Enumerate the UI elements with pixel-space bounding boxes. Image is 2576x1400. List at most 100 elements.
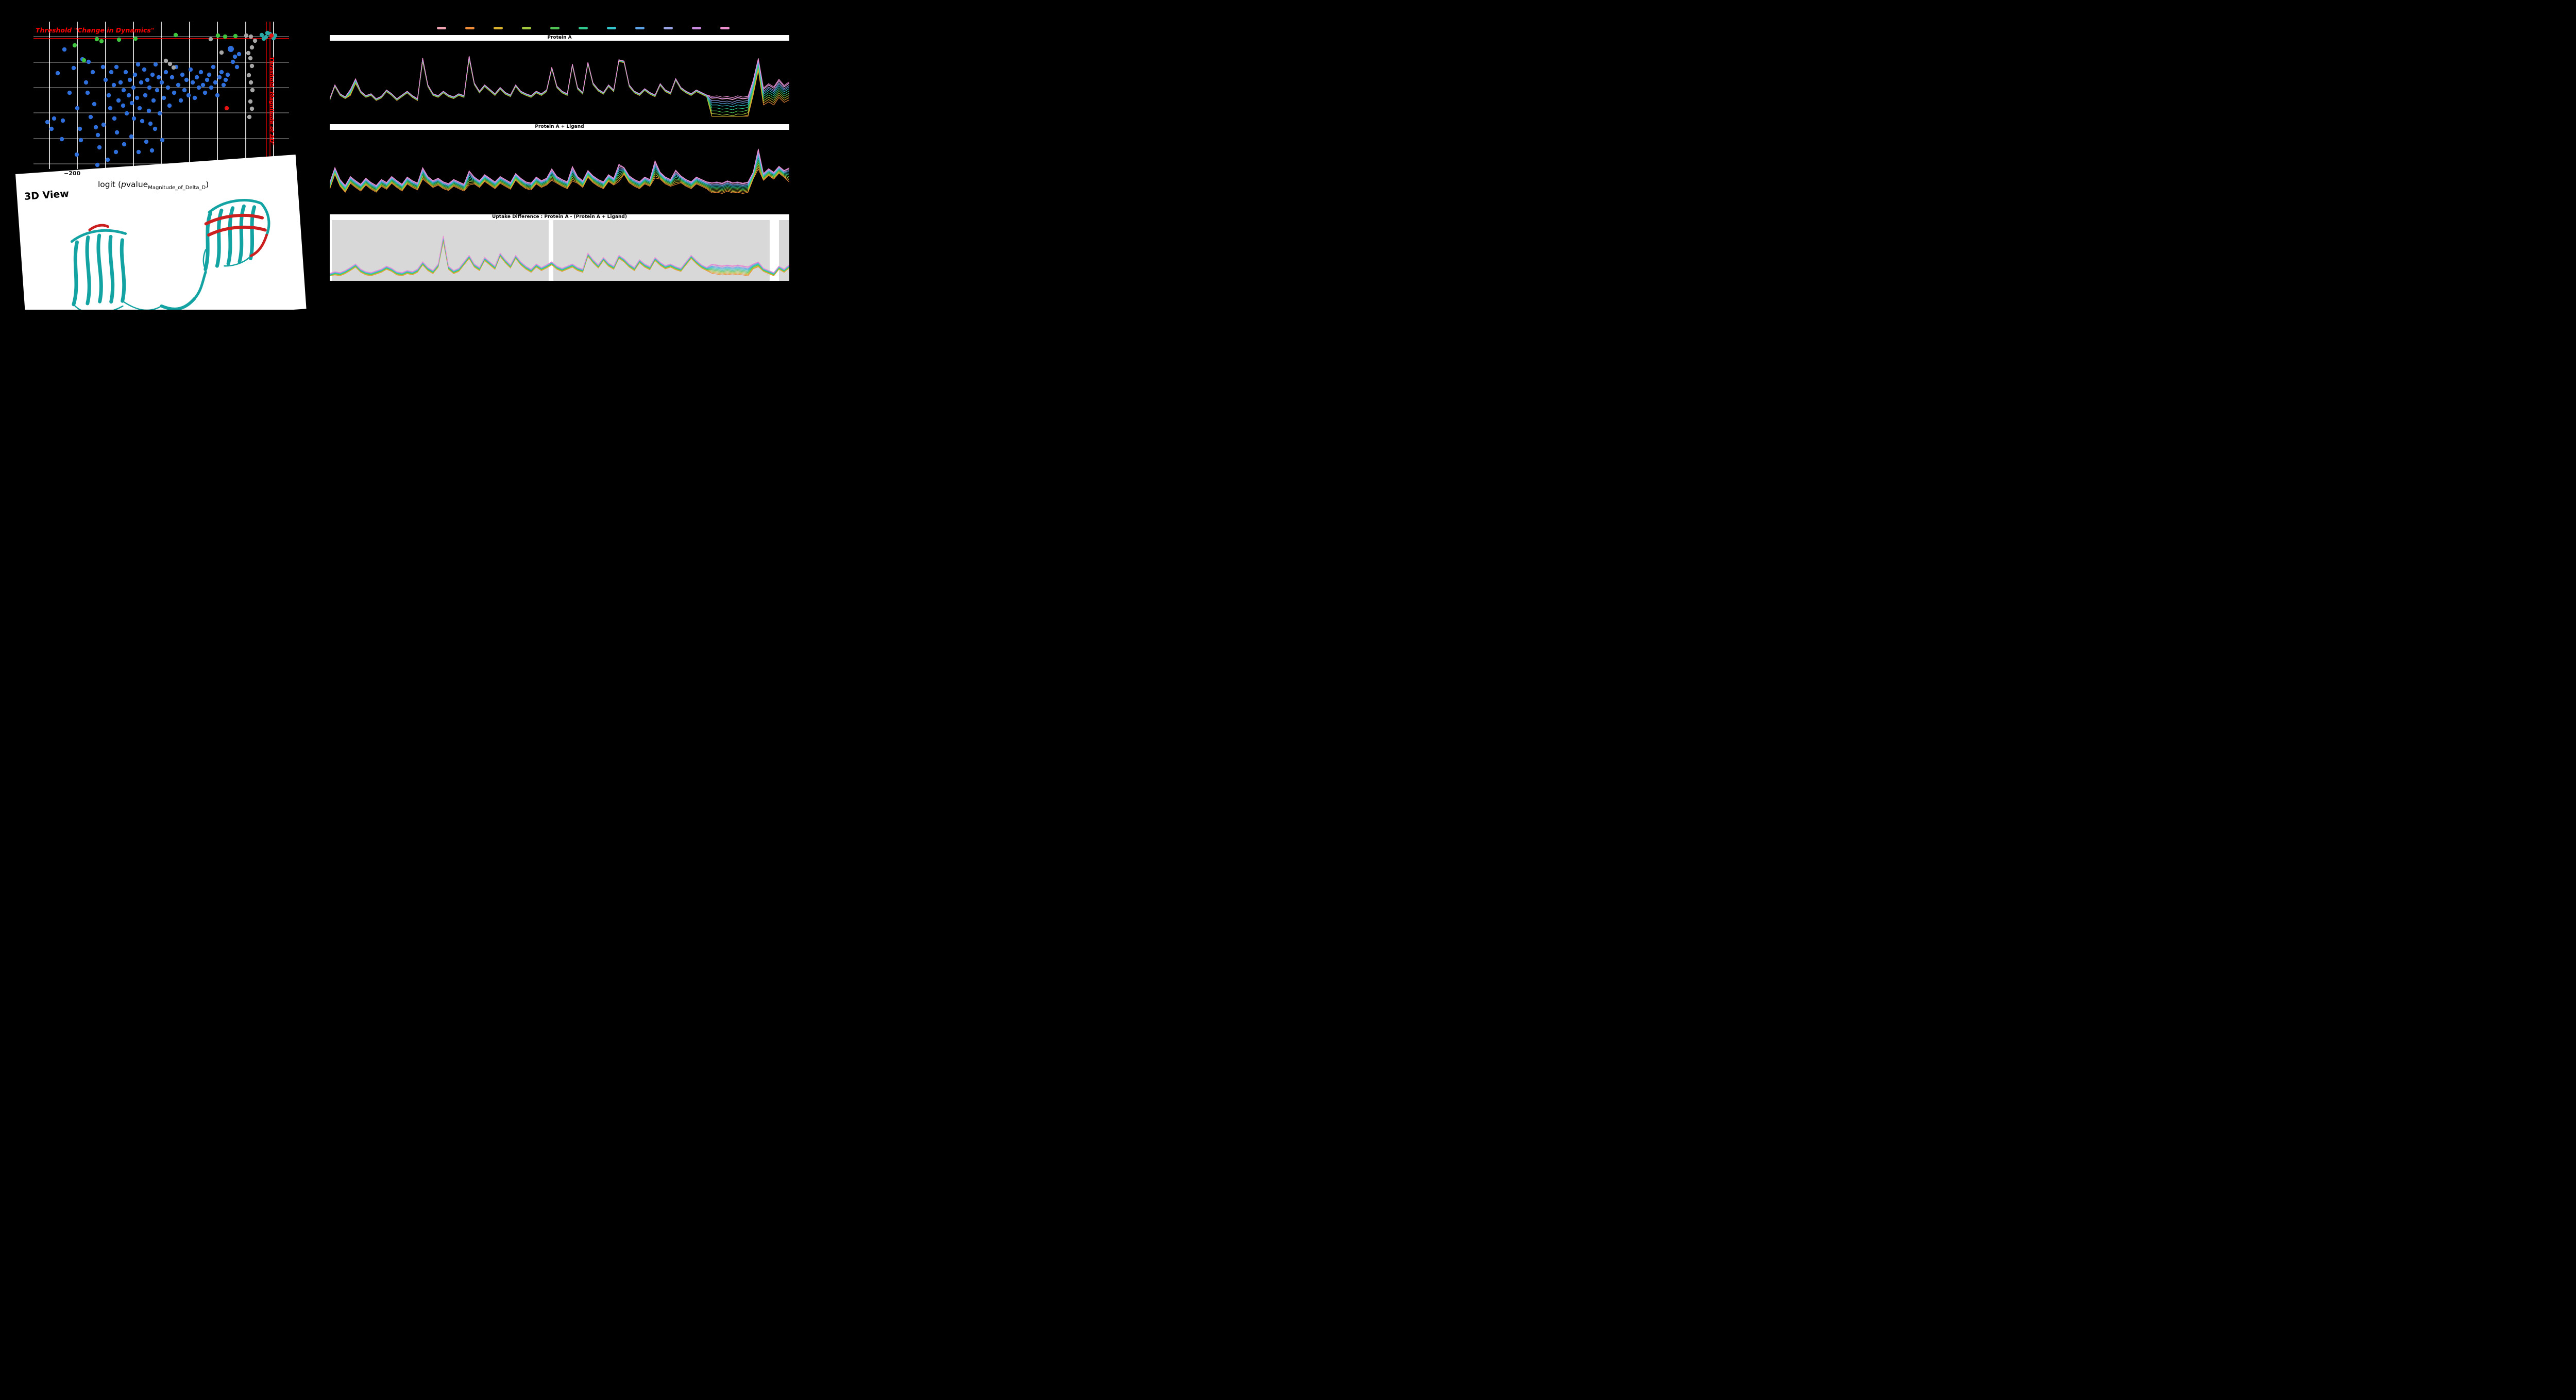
legend-dash[interactable] bbox=[607, 27, 616, 29]
volcano-point-blue[interactable] bbox=[194, 75, 199, 80]
uptake-chart-protein-a[interactable] bbox=[330, 41, 789, 122]
volcano-point-blue[interactable] bbox=[88, 114, 93, 120]
volcano-point-blue[interactable] bbox=[159, 80, 164, 85]
volcano-point-blue[interactable] bbox=[111, 82, 116, 88]
volcano-point-gray[interactable] bbox=[250, 88, 255, 93]
volcano-point-blue[interactable] bbox=[184, 77, 189, 82]
legend-dash[interactable] bbox=[550, 27, 560, 29]
volcano-point-blue[interactable] bbox=[225, 72, 230, 77]
legend-dash[interactable] bbox=[579, 27, 588, 29]
volcano-point-blue[interactable] bbox=[178, 98, 183, 103]
volcano-point-blue[interactable] bbox=[139, 80, 144, 85]
volcano-point-gray[interactable] bbox=[248, 99, 253, 104]
volcano-point-blue[interactable] bbox=[78, 138, 83, 143]
volcano-point-green[interactable] bbox=[133, 36, 138, 41]
volcano-point-gray[interactable] bbox=[249, 63, 255, 69]
volcano-point-blue[interactable] bbox=[90, 70, 95, 75]
uptake-series-line[interactable] bbox=[330, 59, 789, 117]
volcano-point-blue[interactable] bbox=[83, 80, 89, 85]
volcano-point-green[interactable] bbox=[223, 34, 228, 39]
volcano-point-gray[interactable] bbox=[219, 50, 224, 55]
volcano-point-blue[interactable] bbox=[143, 93, 148, 98]
volcano-point-blue[interactable] bbox=[126, 93, 131, 98]
uptake-series-line[interactable] bbox=[330, 163, 789, 191]
volcano-point-blue[interactable] bbox=[55, 71, 60, 76]
volcano-point-blue[interactable] bbox=[60, 118, 65, 123]
volcano-point-blue[interactable] bbox=[150, 72, 155, 77]
3d-view-panel[interactable]: 3D View bbox=[15, 154, 307, 310]
volcano-point-blue[interactable] bbox=[92, 102, 97, 107]
volcano-point-blue[interactable] bbox=[95, 132, 100, 138]
volcano-point-blue[interactable] bbox=[156, 75, 161, 80]
volcano-point-blue[interactable] bbox=[190, 80, 195, 85]
volcano-point-blue[interactable] bbox=[196, 85, 201, 90]
volcano-point-blue[interactable] bbox=[109, 70, 114, 75]
uptake-series-line[interactable] bbox=[330, 58, 789, 116]
volcano-point-blue[interactable] bbox=[176, 82, 181, 88]
volcano-point-gray[interactable] bbox=[246, 73, 251, 78]
volcano-point-gray[interactable] bbox=[248, 80, 253, 85]
volcano-point-blue[interactable] bbox=[200, 82, 206, 88]
volcano-point-blue[interactable] bbox=[74, 152, 79, 157]
volcano-point-blue[interactable] bbox=[140, 119, 145, 124]
volcano-point-blue[interactable] bbox=[148, 121, 153, 126]
volcano-point-blue[interactable] bbox=[129, 134, 134, 139]
volcano-point-blue[interactable] bbox=[108, 106, 113, 111]
volcano-point-blue[interactable] bbox=[137, 106, 142, 111]
volcano-point-green[interactable] bbox=[99, 39, 104, 44]
volcano-point-gray[interactable] bbox=[252, 38, 258, 43]
volcano-point-blue[interactable] bbox=[146, 108, 151, 113]
volcano-point-gray[interactable] bbox=[171, 65, 176, 70]
volcano-point-gray[interactable] bbox=[167, 61, 173, 66]
volcano-plot[interactable]: Threshold "Change in Dynamics" Threshold… bbox=[33, 22, 289, 169]
volcano-point-blue[interactable] bbox=[221, 82, 226, 88]
volcano-point-blue[interactable] bbox=[145, 77, 150, 82]
volcano-point-blue[interactable] bbox=[209, 85, 214, 90]
volcano-point-blue[interactable] bbox=[116, 98, 121, 103]
volcano-point-blue[interactable] bbox=[97, 145, 102, 150]
volcano-point-gray[interactable] bbox=[246, 50, 251, 56]
volcano-point-blue[interactable] bbox=[188, 67, 193, 72]
volcano-point-blue[interactable] bbox=[207, 72, 212, 77]
volcano-point-blue[interactable] bbox=[155, 88, 160, 93]
uptake-series-line[interactable] bbox=[330, 241, 789, 276]
uptake-chart-protein-a-ligand[interactable] bbox=[330, 130, 789, 207]
volcano-point-blue[interactable] bbox=[165, 85, 171, 90]
volcano-point-blue[interactable] bbox=[118, 80, 123, 85]
volcano-point-green[interactable] bbox=[233, 33, 238, 39]
volcano-point-blue[interactable] bbox=[106, 93, 111, 98]
volcano-point-gray[interactable] bbox=[248, 56, 253, 61]
legend-dash[interactable] bbox=[494, 27, 503, 29]
volcano-point-blue[interactable] bbox=[223, 77, 228, 82]
legend-dash[interactable] bbox=[692, 27, 701, 29]
volcano-point-blue[interactable] bbox=[205, 77, 210, 82]
volcano-point-blue[interactable] bbox=[228, 46, 234, 52]
volcano-point-blue[interactable] bbox=[134, 95, 140, 100]
volcano-point-blue[interactable] bbox=[236, 52, 242, 57]
uptake-series-line[interactable] bbox=[330, 239, 789, 276]
volcano-point-green[interactable] bbox=[173, 32, 178, 38]
uptake-series-line[interactable] bbox=[330, 58, 789, 113]
volcano-point-blue[interactable] bbox=[219, 70, 224, 75]
volcano-point-blue[interactable] bbox=[149, 148, 155, 153]
volcano-point-blue[interactable] bbox=[186, 93, 191, 98]
uptake-difference-chart[interactable] bbox=[330, 220, 789, 281]
volcano-point-blue[interactable] bbox=[49, 126, 54, 131]
uptake-series-line[interactable] bbox=[330, 240, 789, 276]
uptake-series-line[interactable] bbox=[330, 237, 789, 275]
volcano-point-blue[interactable] bbox=[160, 138, 165, 143]
uptake-series-line[interactable] bbox=[330, 56, 789, 103]
volcano-point-blue[interactable] bbox=[170, 75, 175, 80]
volcano-point-blue[interactable] bbox=[234, 64, 240, 70]
volcano-point-blue[interactable] bbox=[112, 116, 117, 121]
volcano-scatter-canvas[interactable] bbox=[33, 22, 289, 169]
volcano-point-blue[interactable] bbox=[101, 122, 106, 127]
legend-dash[interactable] bbox=[664, 27, 673, 29]
uptake-series-line[interactable] bbox=[330, 56, 789, 99]
volcano-point-green[interactable] bbox=[72, 43, 77, 48]
volcano-point-blue[interactable] bbox=[202, 90, 208, 95]
volcano-point-blue[interactable] bbox=[52, 116, 57, 121]
legend-dash[interactable] bbox=[465, 27, 474, 29]
volcano-point-teal[interactable] bbox=[261, 36, 266, 41]
uptake-series-line[interactable] bbox=[330, 238, 789, 275]
